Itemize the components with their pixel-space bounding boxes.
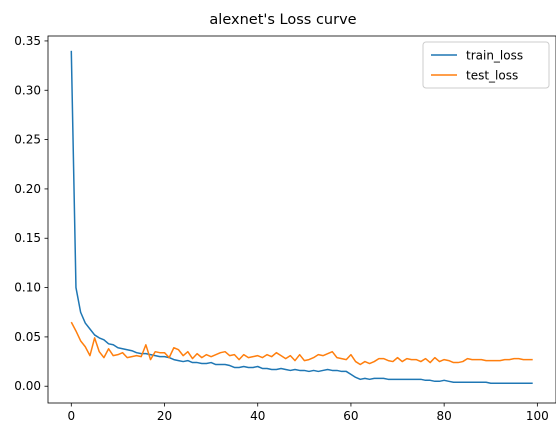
x-tick-label: 100: [526, 409, 549, 423]
x-tick-label: 20: [157, 409, 172, 423]
plot-frame: [47, 35, 556, 404]
x-tick-label: 0: [67, 409, 75, 423]
series-line-train_loss: [70, 50, 533, 385]
y-tick-label: 0.35: [14, 34, 41, 48]
x-tick-label: 80: [437, 409, 452, 423]
x-tick-label: 40: [250, 409, 265, 423]
x-axis: 0 20 40 60 80 100: [67, 403, 549, 423]
legend-box: [422, 41, 550, 89]
y-tick-label: 0.30: [14, 83, 41, 97]
plot-lines: [70, 50, 533, 385]
y-tick-label: 0.25: [14, 133, 41, 147]
x-tick-label: 60: [343, 409, 358, 423]
y-tick-label: 0.15: [14, 231, 41, 245]
legend-label-test_loss: test_loss: [466, 69, 518, 83]
y-axis: 0.00 0.05 0.10 0.15 0.20 0.25 0.30 0.35: [14, 34, 48, 393]
legend: train_loss test_loss: [422, 41, 550, 89]
y-tick-label: 0.10: [14, 281, 41, 295]
chart-title: alexnet's Loss curve: [209, 12, 356, 28]
series-line-test_loss: [70, 321, 533, 366]
y-tick-label: 0.00: [14, 379, 41, 393]
y-tick-label: 0.05: [14, 330, 41, 344]
y-tick-label: 0.20: [14, 182, 41, 196]
legend-label-train_loss: train_loss: [466, 49, 523, 63]
